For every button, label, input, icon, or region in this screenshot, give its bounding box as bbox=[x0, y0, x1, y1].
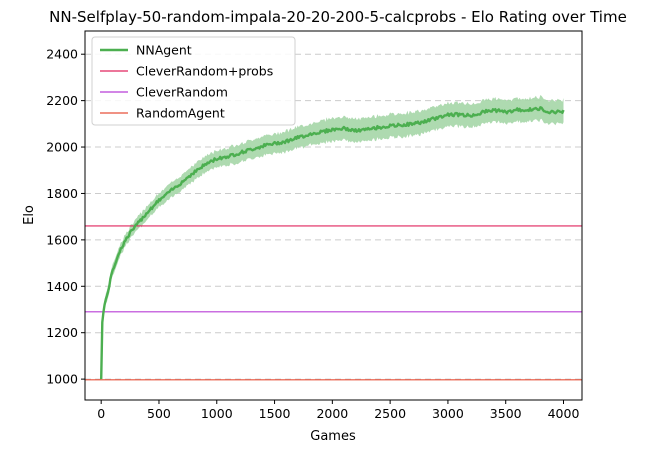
y-axis-label: Elo bbox=[22, 205, 37, 225]
nnagent-line bbox=[100, 106, 565, 380]
legend-box bbox=[91, 36, 296, 126]
chart-title: NN-Selfplay-50-random-impala-20-20-200-5… bbox=[49, 8, 627, 26]
x-axis-ticks: 0 500 1000 1500 2000 2500 3000 3500 4000 bbox=[97, 400, 579, 421]
y-tick-label: 2200 bbox=[46, 93, 78, 108]
series-line-layer bbox=[85, 106, 582, 381]
confidence-band-layer bbox=[101, 95, 564, 380]
y-tick-label: 1600 bbox=[46, 232, 78, 247]
legend-entry: NNAgent bbox=[136, 43, 192, 58]
x-tick-label: 1000 bbox=[201, 406, 233, 421]
y-tick-label: 1000 bbox=[46, 372, 78, 387]
y-tick-label: 1800 bbox=[46, 186, 78, 201]
nnagent-confidence-band bbox=[101, 95, 564, 380]
x-tick-label: 0 bbox=[97, 406, 105, 421]
x-tick-label: 1500 bbox=[259, 406, 291, 421]
x-tick-label: 3500 bbox=[490, 406, 522, 421]
x-tick-label: 2000 bbox=[316, 406, 348, 421]
plot-frame bbox=[84, 30, 583, 401]
y-tick-label: 1400 bbox=[46, 279, 78, 294]
legend-entry: CleverRandom+probs bbox=[136, 64, 273, 79]
legend-entry: CleverRandom bbox=[136, 85, 228, 100]
legend-entry: RandomAgent bbox=[136, 106, 225, 121]
legend: NNAgent CleverRandom+probs CleverRandom Ran… bbox=[91, 36, 296, 126]
x-tick-label: 4000 bbox=[548, 406, 580, 421]
x-tick-label: 2500 bbox=[374, 406, 406, 421]
x-tick-label: 500 bbox=[147, 406, 171, 421]
y-tick-label: 2400 bbox=[46, 47, 78, 62]
y-tick-label: 1200 bbox=[46, 325, 78, 340]
y-axis-ticks: 1000 1200 1400 1600 1800 2000 2200 2400 bbox=[46, 47, 85, 387]
y-tick-label: 2000 bbox=[46, 140, 78, 155]
x-axis-label: Games bbox=[310, 429, 356, 444]
x-tick-label: 3000 bbox=[432, 406, 464, 421]
